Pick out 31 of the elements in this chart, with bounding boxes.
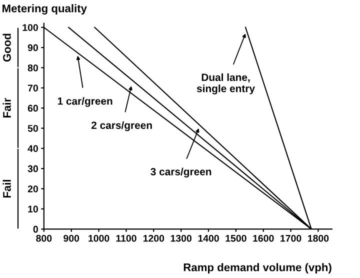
y-tick-label: 20 [28,185,38,192]
annotation: 2 cars/green [91,121,152,132]
x-tick-label: 900 [64,234,80,242]
annotation: Dual lane, single entry [196,73,255,94]
x-tick-label: 800 [36,234,52,242]
y-tick-label: 50 [28,124,38,132]
x-tick-label: 1300 [170,234,192,242]
x-tick-label: 1400 [198,234,219,242]
text: Fail [2,180,11,198]
x-tick-label: 1100 [116,234,136,242]
y-tick-label: 100 [22,24,38,32]
x-tick-label: 1800 [308,234,329,242]
x-tick-label: 1700 [280,234,302,242]
x-tick-label: 1500 [226,234,246,242]
y-tick-label: 0 [33,226,38,233]
y-tick-label: 70 [28,84,38,92]
y-tick-label: 90 [28,44,38,52]
x-axis-title: Ramp demand volume (vph) [184,263,332,274]
text: Fair [2,98,11,118]
y-tick-label: 40 [28,145,38,152]
annotation: 3 cars/green [150,168,212,178]
y-tick-label: 80 [28,64,38,72]
y-tick-label: 60 [28,104,38,112]
x-tick-label: 1000 [88,234,110,242]
x-tick-label: 1600 [253,234,274,242]
text: Good [2,34,11,62]
y-tick-label: 30 [28,165,38,172]
y-tick-label: 10 [28,206,38,213]
x-tick-label: 1200 [143,234,164,242]
annotation: 1 car/green [58,97,112,107]
chart-title: Metering quality [2,4,87,15]
